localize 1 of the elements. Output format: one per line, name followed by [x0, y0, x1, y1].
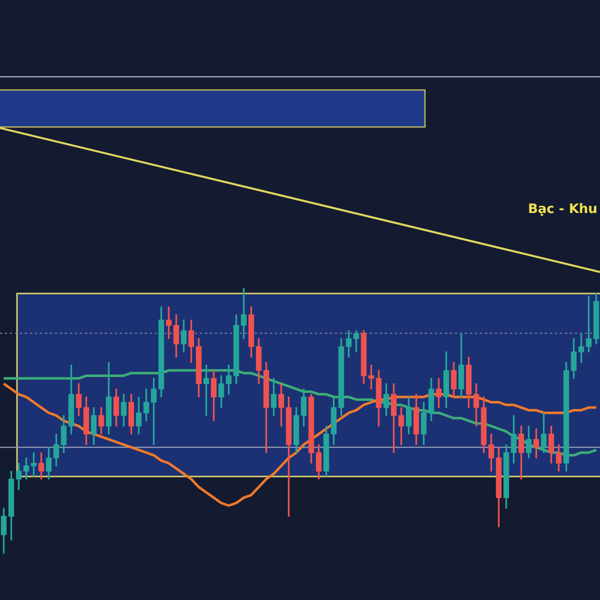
text: Bạc - Khu — [528, 202, 598, 217]
